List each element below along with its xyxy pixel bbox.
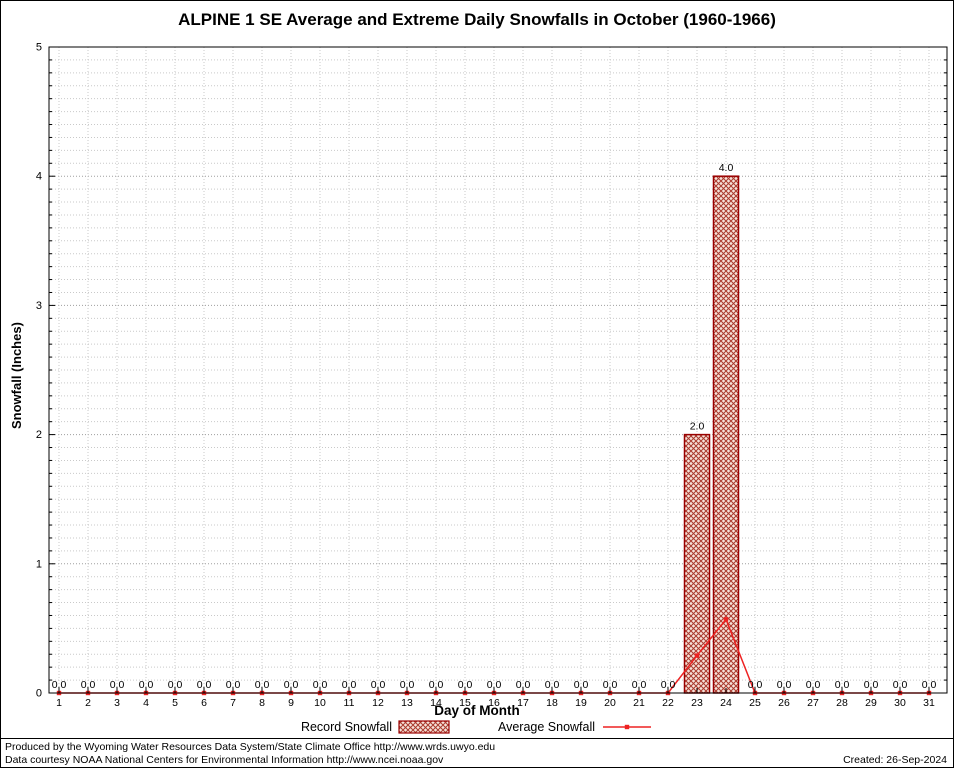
average-marker <box>694 653 700 658</box>
legend-label-record: Record Snowfall <box>300 720 392 734</box>
value-label: 0.0 <box>168 679 183 691</box>
x-tick-label: 15 <box>459 697 471 709</box>
x-tick-label: 12 <box>372 697 384 709</box>
plot-border <box>48 46 948 694</box>
footer-data-courtesy: Data courtesy NOAA National Centers for … <box>5 754 444 766</box>
x-tick-label: 10 <box>314 697 326 709</box>
value-label: 0.0 <box>81 679 96 691</box>
y-tick-label: 3 <box>36 300 42 312</box>
value-label: 0.0 <box>603 679 618 691</box>
value-label: 0.0 <box>52 679 67 691</box>
chart-title: ALPINE 1 SE Average and Extreme Daily Sn… <box>178 10 776 29</box>
x-tick-label: 31 <box>923 697 935 709</box>
value-label: 2.0 <box>690 421 705 433</box>
value-label: 0.0 <box>806 679 821 691</box>
footer-producer: Produced by the Wyoming Water Resources … <box>5 741 496 753</box>
record-snowfall-swatch <box>398 720 450 734</box>
value-label: 0.0 <box>487 679 502 691</box>
value-label: 0.0 <box>371 679 386 691</box>
x-tick-label: 20 <box>604 697 616 709</box>
value-label: 0.0 <box>661 679 676 691</box>
x-tick-label: 9 <box>288 697 294 709</box>
value-label: 0.0 <box>255 679 270 691</box>
record-swatch-rect <box>398 720 450 734</box>
x-tick-label: 28 <box>836 697 848 709</box>
x-tick-label: 19 <box>575 697 587 709</box>
x-tick-label: 21 <box>633 697 645 709</box>
value-label: 4.0 <box>719 162 734 174</box>
x-axis-title: Day of Month <box>434 703 520 718</box>
value-label: 0.0 <box>922 679 937 691</box>
x-tick-label: 18 <box>546 697 558 709</box>
y-tick-label: 2 <box>36 429 42 441</box>
x-tick-label: 6 <box>201 697 207 709</box>
x-tick-label: 23 <box>691 697 703 709</box>
legend: Record Snowfall Average Snowfall <box>1 720 953 734</box>
value-label: 0.0 <box>400 679 415 691</box>
x-tick-label: 17 <box>517 697 529 709</box>
value-label: 0.0 <box>777 679 792 691</box>
x-tick-label: 22 <box>662 697 674 709</box>
value-label: 0.0 <box>197 679 212 691</box>
x-tick-label: 29 <box>865 697 877 709</box>
x-tick-label: 24 <box>720 697 732 709</box>
y-tick-label: 0 <box>36 688 42 700</box>
average-marker <box>723 617 729 622</box>
value-label: 0.0 <box>864 679 879 691</box>
value-label: 0.0 <box>893 679 908 691</box>
x-tick-label: 2 <box>85 697 91 709</box>
x-tick-label: 16 <box>488 697 500 709</box>
x-tick-label: 7 <box>230 697 236 709</box>
x-tick-label: 1 <box>56 697 62 709</box>
value-label: 0.0 <box>226 679 241 691</box>
value-label: 0.0 <box>313 679 328 691</box>
footer-separator <box>1 738 953 739</box>
legend-label-average: Average Snowfall <box>497 720 596 734</box>
value-label: 0.0 <box>545 679 560 691</box>
x-tick-label: 4 <box>143 697 149 709</box>
value-label: 0.0 <box>429 679 444 691</box>
value-label: 0.0 <box>139 679 154 691</box>
record-bar <box>712 175 740 694</box>
x-tick-label: 26 <box>778 697 790 709</box>
x-tick-label: 5 <box>172 697 178 709</box>
average-snowfall-swatch <box>603 724 652 730</box>
x-tick-label: 27 <box>807 697 819 709</box>
value-label: 0.0 <box>632 679 647 691</box>
value-label: 0.0 <box>110 679 125 691</box>
x-tick-label: 8 <box>259 697 265 709</box>
value-label: 0.0 <box>835 679 850 691</box>
y-tick-label: 1 <box>36 558 42 570</box>
value-label: 0.0 <box>748 679 763 691</box>
value-label: 0.0 <box>458 679 473 691</box>
value-label: 0.0 <box>574 679 589 691</box>
x-tick-label: 25 <box>749 697 761 709</box>
value-label: 0.0 <box>284 679 299 691</box>
y-tick-label: 5 <box>36 42 42 54</box>
value-label: 0.0 <box>516 679 531 691</box>
x-tick-label: 14 <box>430 697 442 709</box>
x-tick-label: 3 <box>114 697 120 709</box>
value-label: 0.0 <box>342 679 357 691</box>
x-tick-label: 30 <box>894 697 906 709</box>
x-tick-label: 11 <box>344 697 355 709</box>
record-bar <box>683 433 711 694</box>
y-tick-label: 4 <box>36 171 42 183</box>
average-swatch-marker <box>624 724 630 730</box>
created-date: Created: 26-Sep-2024 <box>843 754 947 766</box>
x-tick-label: 13 <box>401 697 413 709</box>
